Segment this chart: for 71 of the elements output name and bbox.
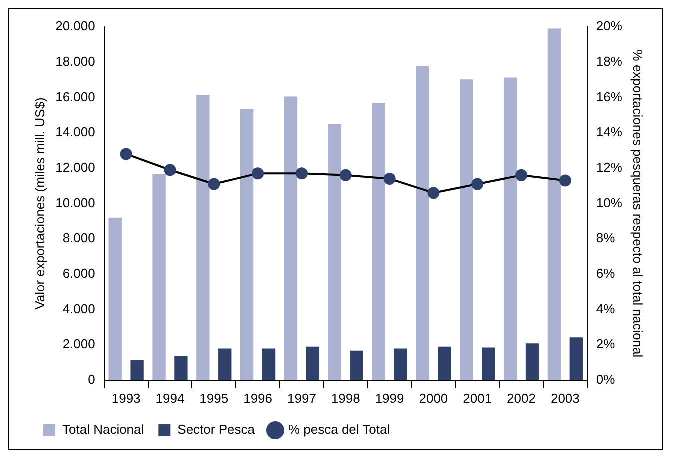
y2-tick-label: 8% xyxy=(596,230,616,246)
x-tick-label: 1994 xyxy=(156,390,185,406)
y-tick-label: 0 xyxy=(88,372,96,387)
y2-tick-label: 20% xyxy=(596,18,623,34)
x-tick-label: 1997 xyxy=(288,390,316,406)
y-tick-label: 2.000 xyxy=(62,336,96,352)
y2-axis-title: % exportaciones pesqueras respecto al total nacional xyxy=(630,50,646,358)
y2-tick-label: 4% xyxy=(596,301,616,316)
legend-label: Total Nacional xyxy=(62,422,144,438)
point xyxy=(120,148,132,160)
point xyxy=(472,178,484,190)
y2-tick-label: 10% xyxy=(596,195,623,210)
bar xyxy=(482,348,496,380)
legend-label: Sector Pesca xyxy=(178,422,256,438)
bar xyxy=(416,66,430,380)
point xyxy=(296,168,308,180)
bar xyxy=(130,360,144,380)
y2-tick-label: 12% xyxy=(596,160,623,175)
y2-tick-label: 14% xyxy=(596,124,623,140)
y2-tick-label: 18% xyxy=(596,54,623,69)
y-tick-label: 4.000 xyxy=(62,301,96,316)
bar xyxy=(262,348,276,380)
bar xyxy=(548,28,562,380)
y2-tick-label: 16% xyxy=(596,89,623,104)
bar xyxy=(306,346,320,380)
y-axis-title: Valor exportaciones (miles mill. US$) xyxy=(32,98,48,310)
y-tick-label: 20.000 xyxy=(56,18,96,34)
bar xyxy=(460,80,474,380)
y2-tick-label: 0% xyxy=(596,372,616,387)
y2-tick-label: 6% xyxy=(596,266,616,281)
bar xyxy=(350,350,364,380)
bar xyxy=(328,124,342,380)
x-tick-label: 1999 xyxy=(375,390,404,406)
y2-tick-label: 2% xyxy=(596,336,616,352)
x-tick-label: 2002 xyxy=(507,390,536,406)
x-tick-label: 1993 xyxy=(112,390,141,406)
y-tick-label: 18.000 xyxy=(56,54,96,69)
y-tick-label: 14.000 xyxy=(56,124,96,140)
y-tick-label: 6.000 xyxy=(62,266,96,281)
bar xyxy=(372,102,386,380)
bar xyxy=(284,96,298,380)
bar xyxy=(174,356,188,380)
bar xyxy=(152,174,166,380)
y-tick-label: 12.000 xyxy=(56,160,96,175)
point xyxy=(428,187,440,200)
bar xyxy=(438,346,452,380)
point xyxy=(252,168,264,180)
bar xyxy=(240,109,254,380)
legend-label: % pesca del Total xyxy=(288,422,390,438)
y-tick-label: 8.000 xyxy=(62,230,96,246)
bar xyxy=(196,95,210,380)
x-tick-label: 2001 xyxy=(463,390,492,406)
point xyxy=(208,178,220,190)
y-tick-label: 10.000 xyxy=(56,195,96,210)
bar xyxy=(570,338,583,380)
point xyxy=(340,169,352,182)
x-tick-label: 1995 xyxy=(200,390,229,406)
point xyxy=(164,164,176,176)
point xyxy=(516,169,528,182)
bar xyxy=(526,344,540,380)
x-tick-label: 1996 xyxy=(244,390,273,406)
bar xyxy=(218,348,232,380)
point xyxy=(559,174,572,187)
bar xyxy=(108,218,122,380)
bar xyxy=(504,78,518,380)
point xyxy=(384,172,396,185)
x-tick-label: 1998 xyxy=(331,390,360,406)
x-tick-label: 2003 xyxy=(550,390,580,406)
bar xyxy=(394,348,408,380)
y-tick-label: 16.000 xyxy=(56,89,96,104)
x-tick-label: 2000 xyxy=(419,390,448,406)
